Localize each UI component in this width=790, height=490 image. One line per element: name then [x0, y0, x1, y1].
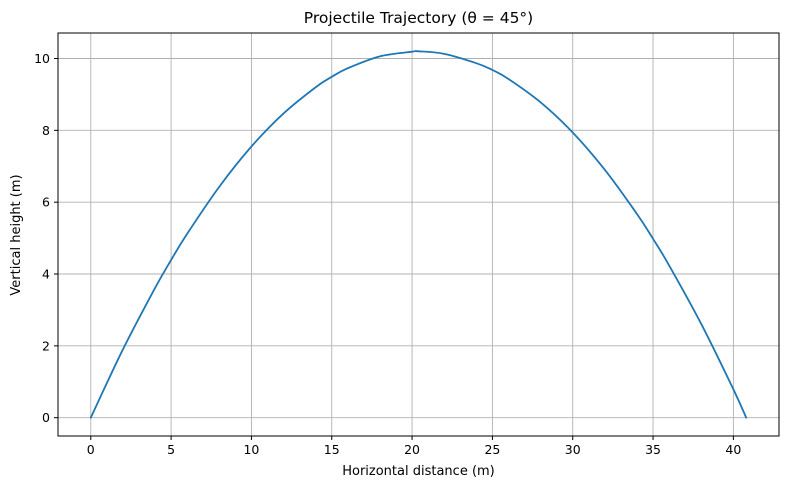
- y-axis-label: Vertical height (m): [9, 174, 24, 295]
- x-axis-label: Horizontal distance (m): [342, 464, 495, 479]
- plot-frame: [57, 32, 780, 437]
- x-tick-label: 10: [243, 442, 259, 457]
- grid: [58, 33, 779, 436]
- trajectory-line: [89, 50, 748, 419]
- x-tick-label: 40: [725, 442, 741, 457]
- y-tick-label: 4: [42, 267, 50, 282]
- x-tick-label: 25: [484, 442, 500, 457]
- chart-title: Projectile Trajectory (θ = 45°): [304, 9, 533, 27]
- x-tick-label: 0: [87, 442, 95, 457]
- y-tick-label: 6: [42, 195, 50, 210]
- y-tick-label: 0: [42, 410, 50, 425]
- y-tick-label: 8: [42, 123, 50, 138]
- x-tick-label: 5: [167, 442, 175, 457]
- y-tick-label: 2: [42, 338, 50, 353]
- x-tick-label: 15: [324, 442, 340, 457]
- x-tick-label: 35: [645, 442, 661, 457]
- x-tick-label: 30: [565, 442, 581, 457]
- series-layer: [89, 50, 748, 419]
- ticks: 0 5 10 15 20 25 30 35 40 0 2 4 6 8 10: [34, 51, 741, 457]
- x-tick-label: 20: [404, 442, 420, 457]
- y-tick-label: 10: [34, 51, 50, 66]
